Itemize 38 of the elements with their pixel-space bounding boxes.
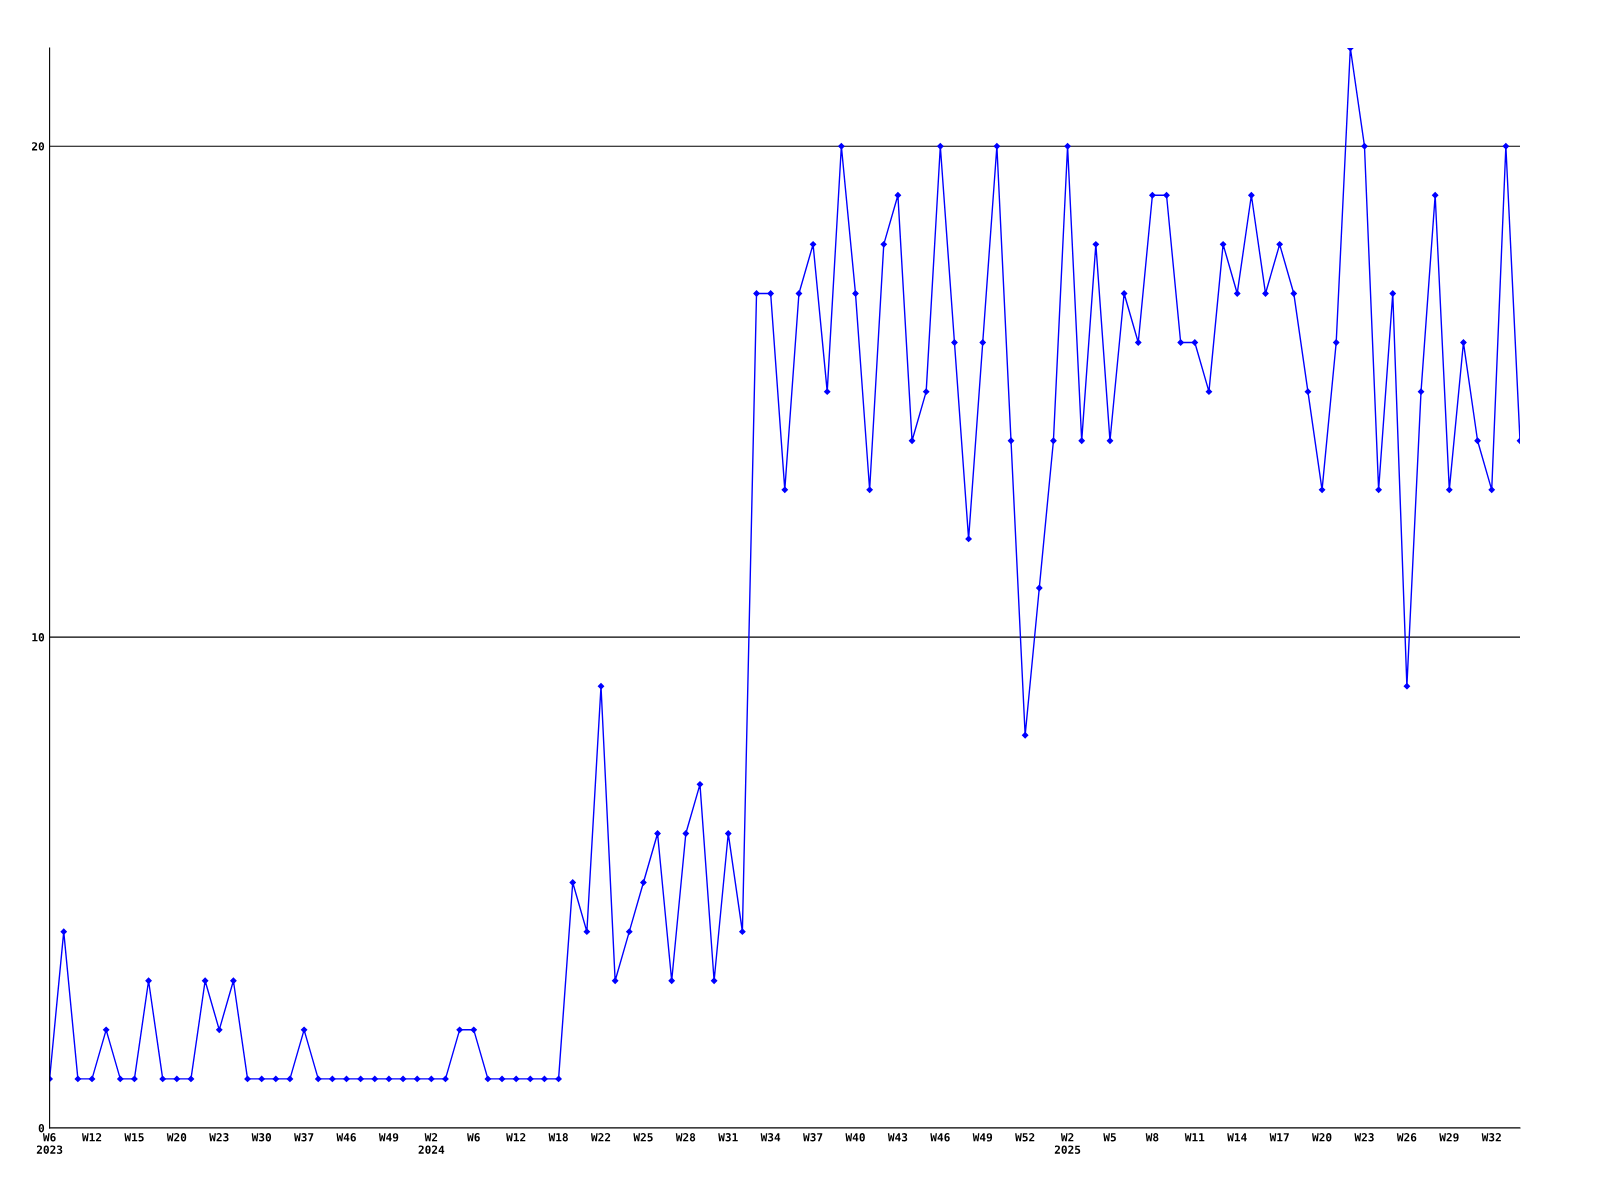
x-tick-label: W40: [845, 1133, 865, 1142]
x-tick-label: W25: [633, 1133, 653, 1142]
x-tick-label: W28: [675, 1133, 696, 1142]
x-tick-label: W37: [803, 1133, 823, 1142]
x-tick-label: W43: [887, 1133, 908, 1142]
x-tick-label: W49: [378, 1133, 399, 1142]
x-tick-label: W46: [930, 1133, 950, 1142]
x-tick-label: W6: [467, 1133, 480, 1142]
x-tick-label: W26: [1396, 1133, 1417, 1142]
x-tick-label: W5: [1103, 1133, 1116, 1142]
x-tick-label: W11: [1184, 1133, 1205, 1142]
x-tick-label: W12: [506, 1133, 526, 1142]
x-tick-label: W22: [590, 1133, 611, 1142]
x-tick-label: W15: [124, 1133, 144, 1142]
x-tick-label: W20: [166, 1133, 187, 1142]
x-tick-label: W29: [1439, 1133, 1459, 1142]
x-tick-label: W23: [1354, 1133, 1374, 1142]
x-tick-label: W46: [336, 1133, 356, 1142]
x-tick-label: W2 2024: [418, 1133, 445, 1154]
x-tick-label: W12: [81, 1133, 102, 1142]
x-tick-label: W20: [1312, 1133, 1332, 1142]
x-tick-label: W37: [294, 1133, 314, 1142]
x-tick-label: W8: [1145, 1133, 1159, 1142]
y-tick-label: 0: [38, 1123, 45, 1133]
x-tick-label: W30: [251, 1133, 272, 1142]
x-tick-label: W18: [548, 1133, 568, 1142]
y-tick-label: 20: [31, 142, 45, 151]
x-tick-label: W23: [209, 1133, 229, 1142]
x-tick-label: W31: [718, 1133, 738, 1142]
x-tick-label: W17: [1269, 1133, 1289, 1142]
x-tick-label: W6 2023: [36, 1133, 63, 1154]
y-tick-label: 10: [32, 633, 45, 642]
x-tick-label: W49: [972, 1133, 993, 1142]
x-tick-label: W14: [1227, 1133, 1247, 1142]
x-tick-label: W52: [1015, 1133, 1035, 1142]
x-tick-label: W34: [760, 1133, 781, 1142]
x-tick-label: W2 2025: [1054, 1133, 1081, 1154]
x-tick-label: W32: [1481, 1133, 1501, 1142]
